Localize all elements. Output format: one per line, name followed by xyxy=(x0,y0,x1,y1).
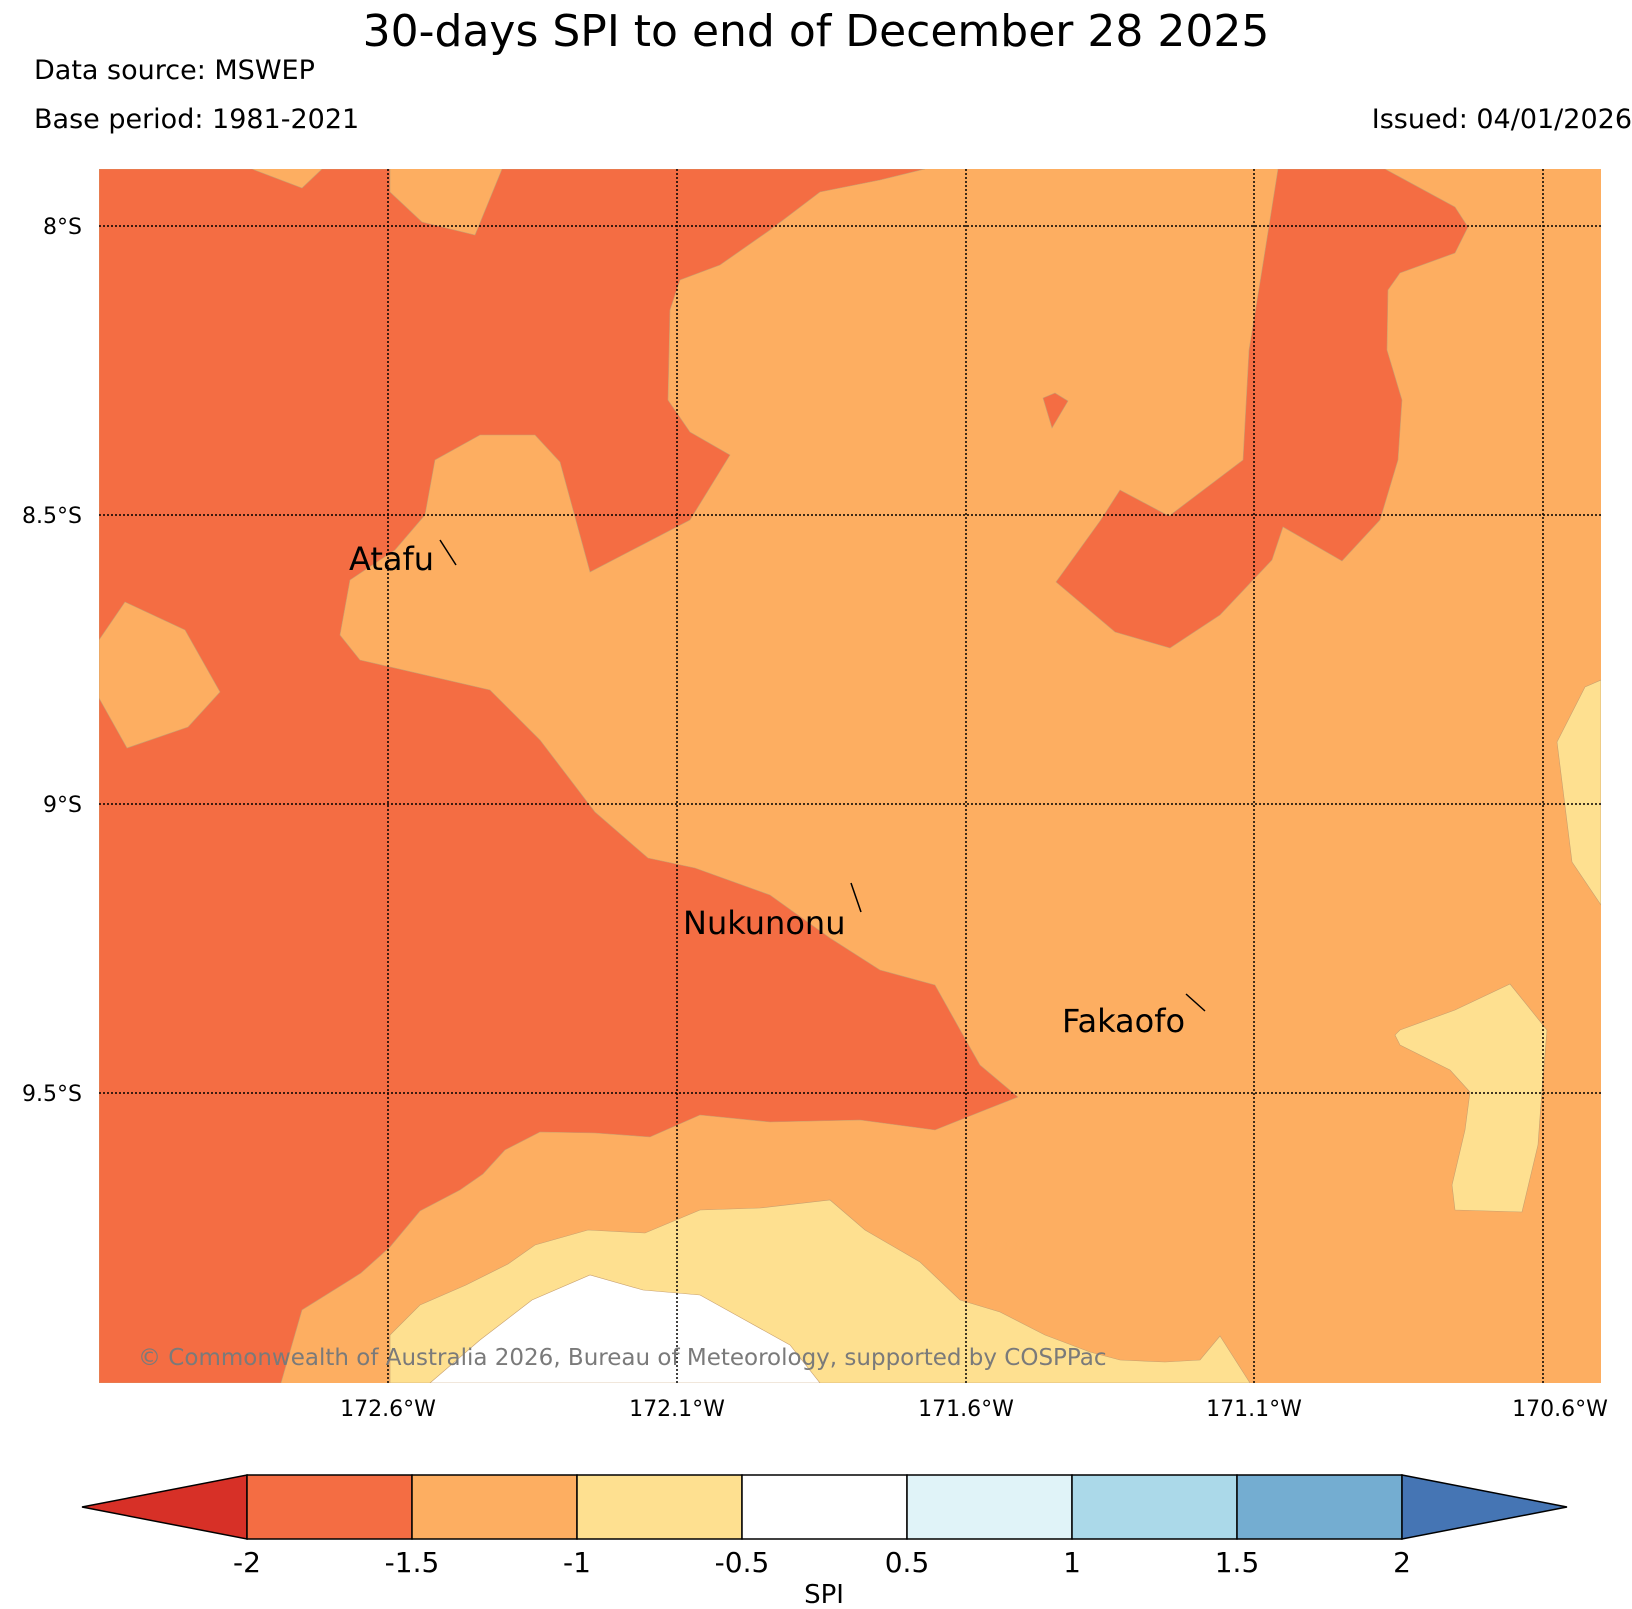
lon-label-172-1W: 172.1°W xyxy=(629,1397,725,1422)
spi-region-very-dry-northeast xyxy=(1055,169,1469,649)
colorbar-tick-minus-1: -1 xyxy=(563,1546,591,1579)
colorbar-swatch-1-5-to-2 xyxy=(1236,1474,1403,1540)
lat-label-8S: 8°S xyxy=(43,215,82,240)
spi-region-very-dry-triangle xyxy=(1042,392,1069,429)
fakaofo-leader-line xyxy=(1185,993,1206,1012)
data-source-text: Data source: MSWEP xyxy=(34,55,315,86)
lat-label-9S: 9°S xyxy=(43,793,82,818)
colorbar-swatch-above-2 xyxy=(1401,1474,1568,1540)
page-title: 30-days SPI to end of December 28 2025 xyxy=(362,6,1270,57)
lon-label-172-6W: 172.6°W xyxy=(340,1397,436,1422)
colorbar-swatch-minus-2-to-minus-1-5 xyxy=(246,1474,413,1540)
colorbar-swatch-0-5-to-1 xyxy=(906,1474,1073,1540)
place-label-fakaofo: Fakaofo xyxy=(1062,1002,1185,1040)
nukunonu-leader-line xyxy=(850,882,862,913)
colorbar-tick-minus-1-5: -1.5 xyxy=(385,1546,440,1579)
colorbar-tick-0-5: 0.5 xyxy=(885,1546,930,1579)
lat-label-8-5S: 8.5°S xyxy=(22,504,82,529)
colorbar-swatch-below-minus-2 xyxy=(81,1474,248,1540)
spi-contour-field xyxy=(99,169,1601,1383)
base-period-text: Base period: 1981-2021 xyxy=(34,104,360,135)
spi-region-very-dry-west xyxy=(99,169,1019,1383)
lon-label-171-1W: 171.1°W xyxy=(1206,1397,1302,1422)
place-leader-lines xyxy=(439,539,1206,1012)
colorbar-tick-1: 1 xyxy=(1063,1546,1081,1579)
copyright-text: © Commonwealth of Australia 2026, Bureau… xyxy=(138,1345,1107,1371)
colorbar-swatch-minus-0-5-to-0-5 xyxy=(741,1474,908,1540)
place-label-atafu: Atafu xyxy=(349,540,434,578)
place-label-nukunonu: Nukunonu xyxy=(683,904,845,942)
spi-region-mildly-dry-southeast xyxy=(1394,983,1548,1213)
spi-region-mildly-dry-east-edge xyxy=(1556,679,1601,906)
lon-label-171-6W: 171.6°W xyxy=(918,1397,1014,1422)
spi-colorbar xyxy=(81,1474,1568,1540)
colorbar-tick-minus-2: -2 xyxy=(233,1546,261,1579)
colorbar-swatch-1-to-1-5 xyxy=(1071,1474,1238,1540)
spi-region-moderately-dry-west-blob xyxy=(99,601,221,749)
colorbar-label: SPI xyxy=(804,1580,844,1609)
lon-label-170-6W: 170.6°W xyxy=(1512,1397,1608,1422)
spi-region-near-normal xyxy=(429,1274,821,1383)
atafu-leader-line xyxy=(439,539,457,566)
colorbar-swatch-minus-1-5-to-minus-1 xyxy=(411,1474,578,1540)
colorbar-tick-1-5: 1.5 xyxy=(1215,1546,1260,1579)
colorbar-tick-2: 2 xyxy=(1393,1546,1411,1579)
issued-date-text: Issued: 04/01/2026 xyxy=(1371,104,1632,135)
colorbar-swatch-minus-1-to-minus-0-5 xyxy=(576,1474,743,1540)
lat-label-9-5S: 9.5°S xyxy=(22,1082,82,1107)
colorbar-tick-minus-0-5: -0.5 xyxy=(715,1546,770,1579)
